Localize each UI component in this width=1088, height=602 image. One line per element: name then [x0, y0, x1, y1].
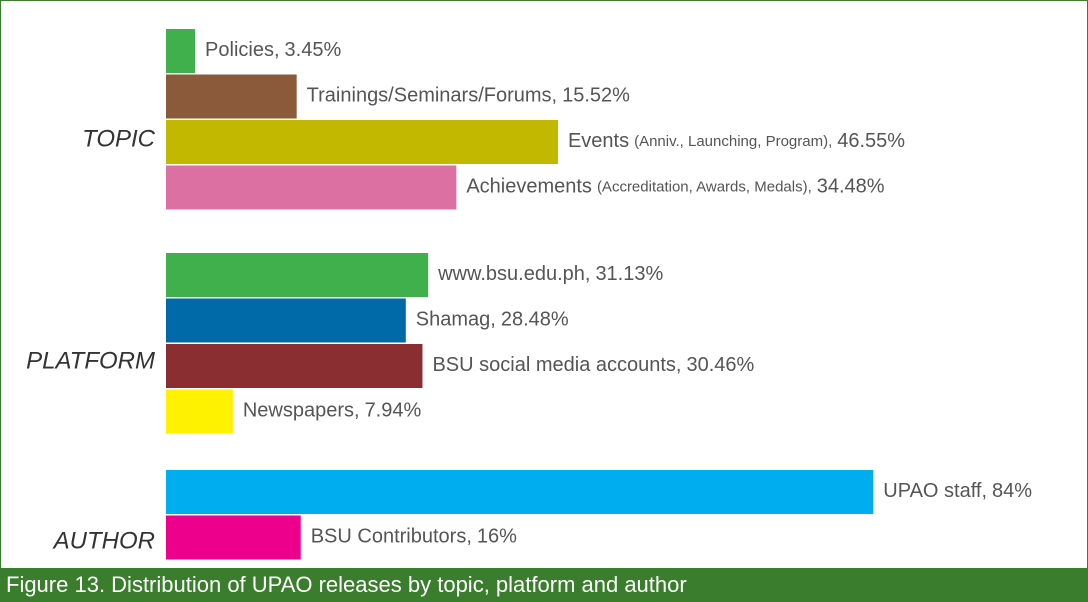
value-label: 28.48%	[501, 309, 569, 331]
bar-name: Trainings/Seminars/Forums,	[307, 85, 557, 107]
caption-bar	[0, 568, 1088, 602]
group-label: AUTHOR	[52, 527, 155, 554]
bar	[166, 470, 874, 514]
caption: Figure 13. Distribution of UPAO releases…	[6, 572, 687, 597]
bar-label: Newspapers, 7.94%	[243, 400, 422, 422]
bar-name: Shamag,	[416, 309, 496, 331]
bar	[166, 344, 423, 388]
bar-name: www.bsu.edu.ph,	[437, 263, 590, 285]
value-label: 84%	[992, 480, 1032, 502]
bar-name: Newspapers,	[243, 400, 360, 422]
bar	[166, 74, 297, 119]
bar	[166, 29, 196, 73]
bar-label: UPAO staff, 84%	[883, 480, 1032, 502]
bar	[166, 389, 233, 434]
bar	[166, 515, 301, 560]
bar-label: Events (Anniv., Launching, Program), 46.55…	[568, 130, 905, 152]
value-label: 31.13%	[595, 263, 663, 285]
bar-label: Shamag, 28.48%	[416, 309, 569, 331]
bar-detail: (Accreditation, Awards, Medals),	[597, 178, 812, 195]
bar-name: UPAO staff,	[883, 480, 987, 502]
value-label: 3.45%	[285, 39, 342, 61]
bar-name: Achievements	[466, 176, 592, 198]
bar-name: Policies,	[205, 39, 279, 61]
value-label: 30.46%	[686, 354, 754, 376]
bar-name: BSU social media accounts,	[432, 354, 681, 376]
bar-label: Trainings/Seminars/Forums, 15.52%	[307, 85, 631, 107]
bar	[166, 253, 429, 297]
bar-detail: (Anniv., Launching, Program),	[634, 133, 832, 150]
group-label: PLATFORM	[26, 347, 155, 374]
value-label: 34.48%	[817, 176, 885, 198]
bar-label: BSU social media accounts, 30.46%	[432, 354, 754, 376]
value-label: 46.55%	[837, 130, 905, 152]
group-label: TOPIC	[82, 125, 156, 152]
bar	[166, 165, 457, 210]
bar-name: Events	[568, 130, 629, 152]
value-label: 7.94%	[365, 400, 422, 422]
bar-label: Achievements (Accreditation, Awards, Meda…	[466, 176, 884, 198]
bar-label: Policies, 3.45%	[205, 39, 341, 61]
value-label: 16%	[477, 526, 517, 548]
bar-name: BSU Contributors,	[311, 526, 472, 548]
bar	[166, 298, 406, 343]
value-label: 15.52%	[562, 85, 630, 107]
bar-label: BSU Contributors, 16%	[311, 526, 517, 548]
bar-label: www.bsu.edu.ph, 31.13%	[437, 263, 663, 285]
bar	[166, 120, 558, 164]
